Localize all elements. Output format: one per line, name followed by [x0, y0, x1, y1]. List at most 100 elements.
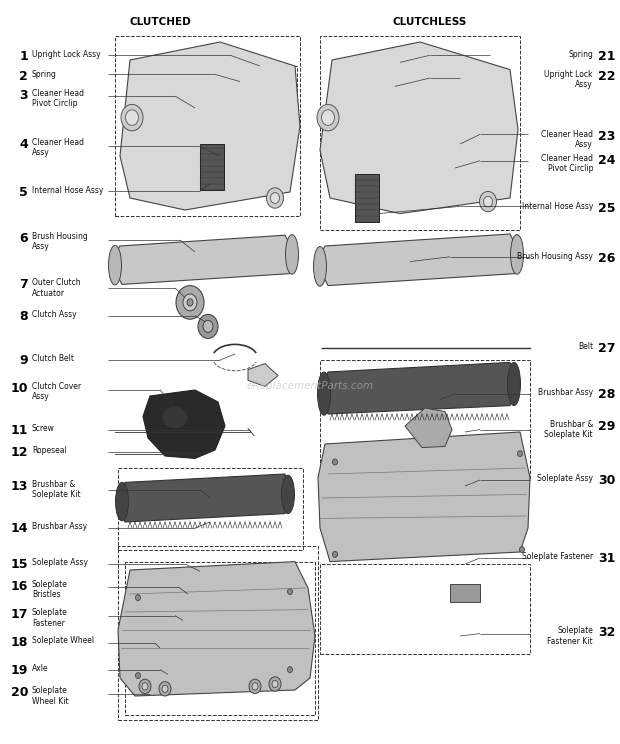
Text: Brushbar Assy: Brushbar Assy: [32, 522, 87, 531]
Bar: [320, 360, 530, 480]
Text: 19: 19: [11, 664, 28, 676]
Ellipse shape: [187, 299, 193, 306]
Ellipse shape: [183, 294, 197, 311]
Ellipse shape: [136, 673, 141, 679]
Text: 2: 2: [19, 70, 28, 83]
Text: 1: 1: [19, 51, 28, 63]
Text: Screw: Screw: [32, 423, 55, 432]
Text: 32: 32: [598, 626, 616, 639]
Text: 26: 26: [598, 252, 616, 265]
Ellipse shape: [198, 315, 218, 339]
Polygon shape: [110, 235, 298, 284]
Ellipse shape: [281, 475, 294, 513]
Bar: [118, 468, 303, 550]
Bar: [450, 584, 480, 603]
Text: Ropeseal: Ropeseal: [32, 446, 67, 455]
Ellipse shape: [139, 679, 151, 693]
Text: Clutch Belt: Clutch Belt: [32, 354, 74, 363]
Bar: [125, 562, 315, 715]
Text: 20: 20: [11, 687, 28, 699]
Ellipse shape: [508, 362, 521, 405]
Polygon shape: [316, 234, 522, 286]
Text: 30: 30: [598, 474, 616, 487]
Text: Cleaner Head
Pivot Circlip: Cleaner Head Pivot Circlip: [32, 89, 84, 108]
Polygon shape: [118, 562, 315, 696]
Bar: [118, 546, 318, 720]
Ellipse shape: [317, 104, 339, 131]
Polygon shape: [143, 390, 225, 458]
Polygon shape: [405, 408, 452, 448]
Bar: [430, 62, 485, 108]
Ellipse shape: [317, 372, 330, 415]
Text: eReplacementParts.com: eReplacementParts.com: [246, 382, 374, 391]
Text: Cleaner Head
Pivot Circlip: Cleaner Head Pivot Circlip: [541, 153, 593, 173]
Polygon shape: [320, 362, 518, 414]
Text: 27: 27: [598, 342, 616, 355]
Ellipse shape: [332, 551, 337, 557]
Ellipse shape: [484, 196, 492, 207]
Polygon shape: [318, 432, 530, 562]
Polygon shape: [120, 42, 300, 210]
Text: 31: 31: [598, 552, 616, 565]
Ellipse shape: [176, 286, 204, 319]
Text: Brush Housing Assy: Brush Housing Assy: [517, 252, 593, 261]
Ellipse shape: [285, 234, 298, 275]
Text: Upright Lock
Assy: Upright Lock Assy: [544, 70, 593, 89]
Text: Belt: Belt: [578, 342, 593, 351]
Text: Brush Housing
Assy: Brush Housing Assy: [32, 231, 88, 251]
Ellipse shape: [203, 321, 213, 333]
Text: Brushbar &
Soleplate Kit: Brushbar & Soleplate Kit: [544, 420, 593, 440]
Ellipse shape: [159, 682, 171, 696]
Ellipse shape: [121, 104, 143, 131]
Text: 29: 29: [598, 420, 616, 433]
Text: Cleaner Head
Assy: Cleaner Head Assy: [32, 138, 84, 158]
Ellipse shape: [136, 594, 141, 600]
Text: Clutch Assy: Clutch Assy: [32, 310, 77, 318]
Ellipse shape: [108, 246, 122, 285]
Text: Soleplate Wheel: Soleplate Wheel: [32, 636, 94, 645]
Bar: [245, 66, 297, 112]
Polygon shape: [118, 474, 292, 522]
Bar: [320, 564, 530, 654]
Text: Outer Clutch
Actuator: Outer Clutch Actuator: [32, 278, 81, 298]
Ellipse shape: [162, 685, 168, 693]
Ellipse shape: [332, 459, 337, 465]
Text: 28: 28: [598, 388, 616, 400]
Text: 17: 17: [11, 609, 28, 621]
Text: Internal Hose Assy: Internal Hose Assy: [32, 186, 104, 195]
Text: Axle: Axle: [32, 664, 48, 673]
Text: 9: 9: [19, 354, 28, 367]
Text: 16: 16: [11, 580, 28, 593]
Ellipse shape: [115, 482, 128, 521]
Text: 25: 25: [598, 202, 616, 214]
Text: Soleplate Assy: Soleplate Assy: [32, 558, 88, 567]
Ellipse shape: [162, 407, 187, 429]
Polygon shape: [320, 42, 518, 214]
Text: CLUTCHLESS: CLUTCHLESS: [393, 17, 467, 27]
Text: 21: 21: [598, 51, 616, 63]
Text: 11: 11: [11, 423, 28, 437]
Text: Soleplate
Fastener Kit: Soleplate Fastener Kit: [547, 626, 593, 646]
Text: Brushbar &
Soleplate Kit: Brushbar & Soleplate Kit: [32, 480, 81, 499]
Ellipse shape: [288, 667, 293, 673]
Text: 4: 4: [19, 138, 28, 151]
Text: 15: 15: [11, 558, 28, 571]
Text: 6: 6: [19, 231, 28, 245]
Text: 5: 5: [19, 186, 28, 199]
Text: 14: 14: [11, 522, 28, 535]
Ellipse shape: [479, 191, 497, 212]
Ellipse shape: [269, 677, 281, 691]
Text: 24: 24: [598, 153, 616, 167]
Text: Spring: Spring: [32, 70, 57, 79]
Ellipse shape: [125, 110, 138, 126]
Ellipse shape: [267, 187, 283, 208]
Text: Spring: Spring: [568, 51, 593, 60]
Bar: [355, 174, 379, 222]
Text: Soleplate Fastener: Soleplate Fastener: [522, 552, 593, 561]
Bar: [200, 144, 224, 190]
Text: Upright Lock Assy: Upright Lock Assy: [32, 51, 100, 60]
Text: 8: 8: [19, 310, 28, 323]
Text: Soleplate Assy: Soleplate Assy: [537, 474, 593, 483]
Ellipse shape: [518, 451, 523, 457]
Ellipse shape: [249, 679, 261, 693]
